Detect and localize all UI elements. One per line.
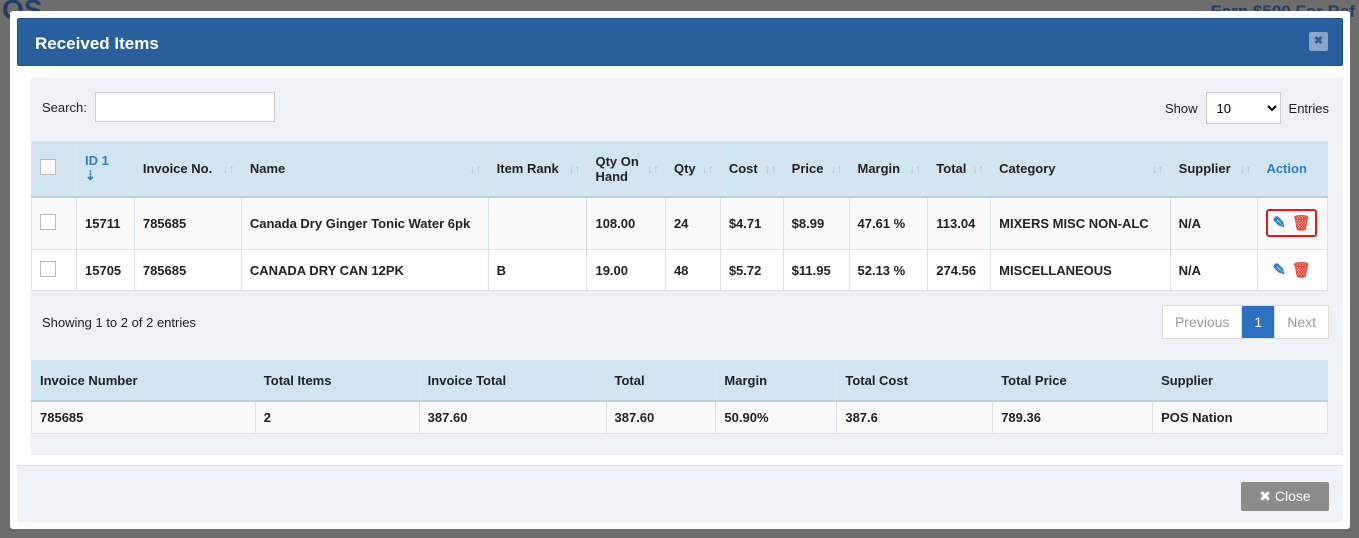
modal-title: Received Items [35, 34, 159, 53]
col-action: Action [1257, 141, 1328, 198]
sum-header: Supplier [1152, 360, 1328, 402]
cell-id: 15711 [76, 196, 135, 250]
col-category[interactable]: Category ↓↑ [990, 141, 1171, 198]
delete-trash-icon[interactable]: 🗑 [1291, 215, 1311, 233]
table-row: 15711 785685 Canada Dry Ginger Tonic Wat… [31, 196, 1328, 250]
received-items-modal: Received Items ✖ Search: Show 10 Entries… [10, 11, 1350, 529]
search-input[interactable] [94, 92, 275, 122]
sum-value: 387.60 [418, 400, 607, 434]
close-button[interactable]: ✖ Close [1241, 482, 1329, 511]
sum-header: Total Items [254, 360, 420, 402]
cell-cost: $4.71 [719, 196, 784, 250]
modal-footer: ✖ Close [17, 465, 1343, 522]
sort-icon: ↓↑ [701, 161, 714, 176]
close-x-icon: ✖ [1259, 488, 1272, 504]
search-label: Search: [42, 99, 87, 115]
sort-icon: ↓↑ [469, 161, 482, 176]
col-qty[interactable]: Qty ↓↑ [664, 141, 721, 198]
col-rank[interactable]: Item Rank ↓↑ [487, 141, 588, 198]
sort-icon: ↓↑ [764, 161, 777, 176]
table-row: 15705 785685 CANADA DRY CAN 12PK B 19.00… [31, 249, 1328, 291]
cell-invoice: 785685 [133, 196, 242, 250]
cell-name: Canada Dry Ginger Tonic Water 6pk [240, 196, 489, 250]
cell-total: 274.56 [927, 249, 992, 291]
modal-header: Received Items ✖ [17, 18, 1343, 66]
sum-value: 789.36 [992, 400, 1154, 434]
cell-qty: 48 [664, 249, 721, 291]
sum-value: 387.60 [605, 400, 717, 434]
sort-icon: ↓↑ [568, 161, 581, 176]
sort-icon: ↓↑ [646, 161, 659, 176]
sum-header: Total [605, 360, 717, 402]
summary-table: Invoice Number Total Items Invoice Total… [31, 360, 1328, 434]
summary-row: 785685 2 387.60 387.60 50.90% 387.6 789.… [31, 400, 1328, 434]
sort-icon: ↓↑ [1239, 161, 1252, 176]
sum-value: 50.90% [715, 400, 838, 434]
col-invoice[interactable]: Invoice No. ↓↑ [133, 141, 242, 198]
sort-icon: ↓↑ [1151, 161, 1164, 176]
cell-rank: B [487, 249, 588, 291]
sort-icon: ↓↑ [972, 161, 985, 176]
show-label: Show [1165, 100, 1198, 116]
col-qoh[interactable]: Qty On Hand ↓↑ [586, 141, 666, 198]
row-checkbox[interactable] [31, 196, 77, 250]
cell-action: ✎ 🗑 [1257, 196, 1328, 250]
select-all-checkbox[interactable] [31, 141, 77, 198]
sort-icon: ↓↑ [222, 161, 235, 176]
sum-value: 785685 [31, 400, 256, 434]
cell-cost: $5.72 [719, 249, 784, 291]
sort-icon: ↓↑ [830, 161, 843, 176]
cell-price: $8.99 [782, 196, 850, 250]
col-margin[interactable]: Margin ↓↑ [848, 141, 929, 198]
sort-icon: ↓↑ [909, 161, 922, 176]
cell-rank [487, 196, 588, 250]
next-button[interactable]: Next [1274, 306, 1328, 338]
sum-header: Total Cost [836, 360, 994, 402]
cell-supplier: N/A [1169, 196, 1259, 250]
sum-value: 2 [254, 400, 420, 434]
entries-label: Entries [1288, 100, 1329, 116]
sum-value: POS Nation [1152, 400, 1328, 434]
row-checkbox[interactable] [31, 249, 77, 291]
cell-qoh: 19.00 [586, 249, 666, 291]
cell-total: 113.04 [927, 196, 992, 250]
pagination: Previous 1 Next [1161, 305, 1329, 339]
items-table: ID 1 ⇣ Invoice No. ↓↑ Name ↓↑ Item Rank ↓↑ … [31, 141, 1328, 291]
sum-header: Invoice Total [418, 360, 607, 402]
page-1-button[interactable]: 1 [1241, 306, 1275, 338]
col-name[interactable]: Name ↓↑ [240, 141, 489, 198]
cell-category: MIXERS MISC NON-ALC [990, 196, 1171, 250]
cell-action: ✎ 🗑 [1257, 249, 1328, 291]
sum-header: Total Price [992, 360, 1154, 402]
sum-value: 387.6 [836, 400, 994, 434]
previous-button[interactable]: Previous [1174, 314, 1230, 330]
delete-trash-icon[interactable]: 🗑 [1291, 262, 1311, 279]
cell-name: CANADA DRY CAN 12PK [240, 249, 489, 291]
cell-category: MISCELLANEOUS [990, 249, 1171, 291]
sort-desc-icon: ⇣ [85, 168, 96, 184]
edit-pencil-icon[interactable]: ✎ [1272, 262, 1286, 279]
col-cost[interactable]: Cost ↓↑ [719, 141, 784, 198]
cell-id: 15705 [76, 249, 135, 291]
table-panel: Search: Show 10 Entries ID 1 ⇣ Invoice N… [31, 78, 1343, 455]
showing-info: Showing 1 to 2 of 2 entries [42, 315, 196, 330]
cell-qoh: 108.00 [586, 196, 666, 250]
cell-invoice: 785685 [133, 249, 242, 291]
cell-margin: 52.13 % [848, 249, 929, 291]
highlighted-actions: ✎ 🗑 [1266, 209, 1317, 238]
cell-margin: 47.61 % [848, 196, 929, 250]
cell-price: $11.95 [782, 249, 850, 291]
col-id[interactable]: ID 1 ⇣ [76, 141, 135, 198]
edit-pencil-icon[interactable]: ✎ [1272, 215, 1286, 233]
entries-select[interactable]: 10 [1205, 92, 1281, 124]
col-supplier[interactable]: Supplier ↓↑ [1169, 141, 1259, 198]
col-price[interactable]: Price ↓↑ [782, 141, 850, 198]
cell-supplier: N/A [1169, 249, 1259, 291]
sum-header: Invoice Number [31, 360, 256, 402]
cell-qty: 24 [664, 196, 721, 250]
sum-header: Margin [715, 360, 838, 402]
col-total[interactable]: Total ↓↑ [927, 141, 992, 198]
close-x-button[interactable]: ✖ [1309, 32, 1328, 51]
